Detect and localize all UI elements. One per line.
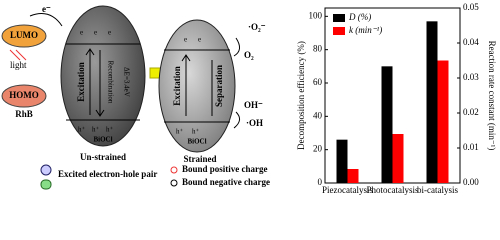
- dye-label: RhB: [15, 109, 33, 119]
- arrow: [29, 13, 63, 27]
- y-tick-label: 40: [313, 110, 323, 120]
- legend-swatch: [333, 14, 345, 22]
- y-tick-label: 80: [313, 44, 323, 54]
- bar: [437, 60, 449, 183]
- y2-tick-label: 0.00: [463, 177, 479, 187]
- bar: [381, 66, 393, 183]
- legend-icon: [170, 179, 178, 187]
- figure: e⁻ LUMO light HOMO RhB e e e h⁺ h⁺ h⁺ Ex…: [1, 2, 497, 195]
- y-tick-label: 20: [313, 144, 323, 154]
- material-label: BiOCl: [93, 136, 112, 144]
- y-tick-label: 60: [313, 77, 323, 87]
- oxygen-label: O₂: [244, 50, 254, 60]
- recombination-label: Recombination: [106, 61, 114, 104]
- hydroxyl-label: ·OH: [246, 118, 263, 128]
- electron-symbol: e: [184, 36, 187, 44]
- arrow: [233, 111, 240, 129]
- legend-positive: Bound positive charge: [182, 164, 268, 174]
- lumo-label: LUMO: [10, 30, 38, 40]
- legend-icon: [40, 164, 52, 176]
- legend-negative: Bound negative charge: [182, 177, 270, 187]
- x-tick-label: Photocatalysis: [367, 185, 419, 195]
- y2-tick-label: 0.04: [463, 37, 479, 47]
- y2-axis-label: Reaction rate constant (min⁻¹): [487, 41, 497, 151]
- y-tick-label: 0: [318, 177, 323, 187]
- hole-label: h⁺: [192, 128, 200, 136]
- bar: [347, 169, 359, 183]
- light-arrows: [9, 49, 27, 61]
- legend-icon: [40, 179, 52, 190]
- strained-particle: [158, 19, 236, 153]
- material-label: BiOCl: [187, 138, 206, 146]
- electron-label: e⁻: [42, 4, 51, 14]
- gap-label: ΔE=3.4eV: [122, 67, 130, 97]
- legend-swatch: [333, 27, 345, 35]
- x-tick-label: Piezocatalysis: [322, 185, 373, 195]
- legend-label: D (%): [348, 12, 371, 22]
- bar: [426, 21, 438, 184]
- separation-label: Separation: [214, 65, 224, 107]
- homo-shape: [1, 84, 47, 108]
- legend-icon: [170, 166, 178, 174]
- y2-tick-label: 0.02: [463, 107, 479, 117]
- electron-symbol: e: [80, 29, 83, 37]
- hole-label: h⁺: [176, 128, 184, 136]
- strained-label: Strained: [183, 154, 216, 164]
- unstrained-particle: [60, 5, 146, 147]
- y-tick-label: 100: [309, 10, 323, 20]
- hole-label: h⁺: [106, 126, 114, 134]
- unstrained-label: Un-strained: [80, 152, 126, 162]
- legend-label: k (min⁻¹): [349, 25, 382, 35]
- electron-symbol: e: [108, 29, 111, 37]
- light-label: light: [10, 60, 27, 70]
- homo-label: HOMO: [9, 90, 39, 100]
- y2-tick-label: 0.05: [463, 2, 479, 12]
- y-axis-label: Decomposition efficiency (%): [296, 41, 306, 150]
- electron-symbol: e: [198, 36, 201, 44]
- arrows: [85, 48, 105, 117]
- x-tick-label: bi-catalysis: [417, 185, 458, 195]
- hole-label: h⁺: [92, 126, 100, 134]
- diagram: e⁻ LUMO light HOMO RhB e e e h⁺ h⁺ h⁺ Ex…: [1, 4, 270, 190]
- lumo-shape: [1, 24, 47, 48]
- legend-pair: Excited electron-hole pair: [58, 169, 157, 179]
- excitation-label: Excitation: [172, 66, 182, 106]
- arrow: [233, 37, 240, 57]
- excitation-label: Excitation: [76, 62, 86, 102]
- chart: 0 20 40 60 80 100 0.00 0.01 0.02 0.03 0.04 0.05 Deco…: [296, 2, 497, 195]
- hydroxide-label: OH⁻: [244, 100, 263, 110]
- bar: [392, 134, 404, 183]
- hole-label: h⁺: [78, 126, 86, 134]
- y2-tick-label: 0.03: [463, 72, 479, 82]
- superoxide-label: ·O₂⁻: [248, 22, 266, 32]
- bar: [336, 139, 348, 183]
- y2-tick-label: 0.01: [463, 142, 479, 152]
- electron-symbol: e: [94, 29, 97, 37]
- arrows: [181, 54, 213, 116]
